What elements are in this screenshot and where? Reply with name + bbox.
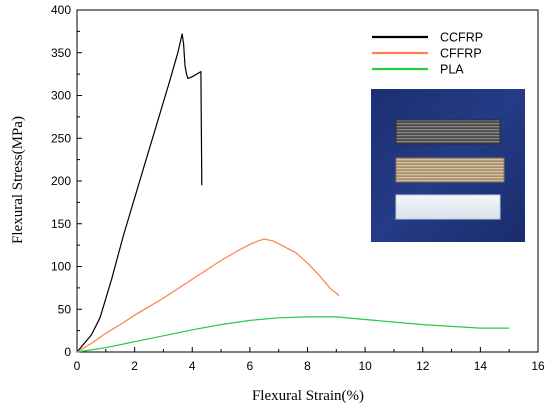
pla-specimen [395, 194, 501, 220]
x-tick-label: 10 [358, 359, 372, 373]
legend-item-ccfrp: CCFRP [372, 31, 483, 45]
legend-item-pla: PLA [372, 63, 464, 77]
x-tick-label: 2 [131, 359, 138, 373]
specimen-photo [371, 89, 525, 242]
y-tick-label: 150 [51, 217, 71, 231]
legend-label: PLA [440, 63, 464, 77]
y-tick-label: 250 [51, 131, 71, 145]
y-tick-label: 200 [51, 174, 71, 188]
x-tick-label: 4 [189, 359, 196, 373]
series-line-pla [76, 316, 510, 353]
y-tick-label: 350 [51, 46, 71, 60]
x-tick-label: 6 [247, 359, 254, 373]
y-axis-title: Flexural Stress(MPa) [10, 116, 26, 244]
y-tick-label: 300 [51, 89, 71, 103]
x-axis-title: Flexural Strain(%) [252, 388, 364, 404]
series-line-cffrp [76, 238, 340, 353]
y-tick-label: 100 [51, 260, 71, 274]
x-tick-label: 12 [416, 359, 430, 373]
y-tick-label: 400 [51, 3, 71, 17]
y-tick-label: 0 [64, 345, 71, 359]
x-tick-label: 8 [304, 359, 311, 373]
ccfrp-specimen [395, 119, 501, 145]
legend-label: CCFRP [440, 31, 483, 45]
x-axis: 0 2 4 6 8 10 12 14 16 [74, 347, 545, 373]
y-tick-label: 50 [58, 302, 72, 316]
series-lines [76, 33, 510, 353]
x-tick-label: 14 [474, 359, 488, 373]
series-line-ccfrp [76, 33, 203, 353]
legend-item-cffrp: CFFRP [372, 47, 482, 61]
x-tick-label: 16 [531, 359, 545, 373]
cffrp-specimen [395, 157, 505, 183]
legend-label: CFFRP [440, 47, 482, 61]
x-tick-label: 0 [74, 359, 81, 373]
legend: CCFRP CFFRP PLA [372, 31, 483, 77]
y-axis: 0 50 100 150 200 250 300 350 400 [51, 3, 82, 359]
